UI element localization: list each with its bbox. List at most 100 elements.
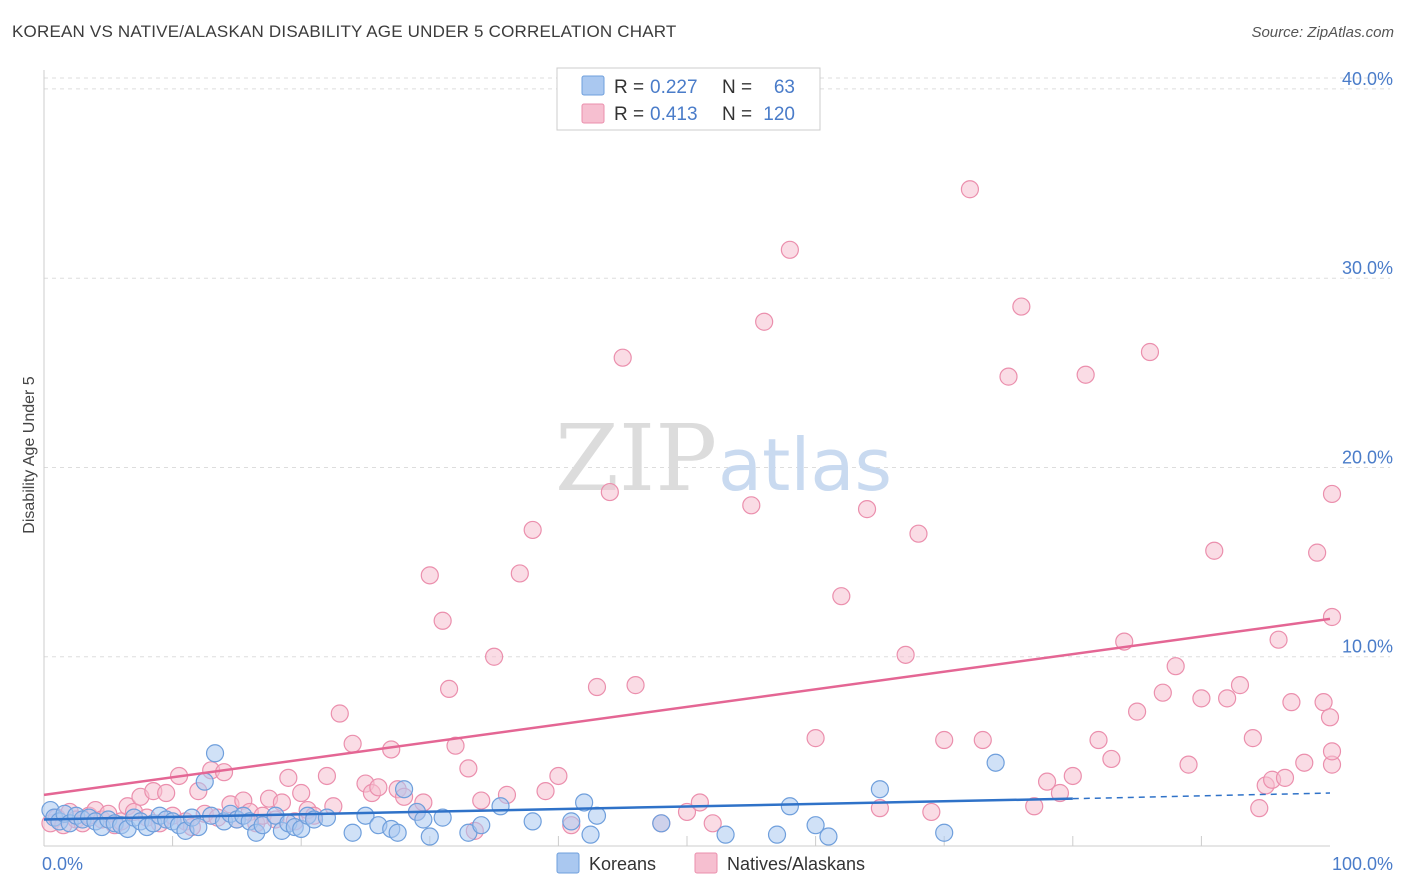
native-point [1205,541,1224,560]
bottom-legend-swatch-koreans [556,852,580,874]
native-point [780,240,799,259]
native-point [1089,730,1108,750]
native-point [510,564,529,583]
legend-swatch-natives [581,103,605,124]
native-point [1140,342,1160,362]
korean-point [935,823,954,842]
native-point [1192,689,1211,708]
korean-point [472,816,491,835]
y-axis-label: Disability Age Under 5 [21,376,38,534]
korean-point [806,816,825,835]
korean-point [716,825,735,844]
korean-point [575,793,594,812]
legend-r-label-natives: R = [614,104,644,125]
legend: R = 0.227 N = 63 R = 0.413 N = 120 [556,67,821,131]
x-tick-labels: 0.0% 100.0% [42,854,1393,874]
korean-point [317,808,337,827]
native-point [587,677,607,697]
native-point [1218,689,1237,708]
native-point [1320,708,1340,727]
y-tick-label: 30.0% [1342,258,1393,278]
native-point [1153,683,1172,702]
chart-title: KOREAN VS NATIVE/ALASKAN DISABILITY AGE … [12,22,677,41]
korean-point [195,772,214,791]
korean-point [253,816,272,835]
native-point [330,704,349,723]
native-point [1282,693,1301,712]
korean-point [819,827,838,846]
bottom-legend-label-koreans: Koreans [589,854,656,874]
native-point [1012,297,1031,316]
legend-r-value-koreans: 0.227 [650,77,698,98]
native-point [446,736,465,755]
korean-point [587,806,607,825]
natives-trend-line [43,617,1331,797]
native-point [382,740,401,759]
legend-n-label-natives: N = [722,104,752,125]
native-point [1269,630,1288,649]
y-tick-labels: 10.0% 20.0% 30.0% 40.0% [1342,69,1393,657]
native-point [523,520,542,540]
native-point [613,348,632,367]
x-tick-label-min: 0.0% [42,854,83,874]
native-point [279,768,298,787]
y-tick-label: 10.0% [1342,637,1393,657]
bottom-legend: Koreans Natives/Alaskans [556,852,865,874]
native-point [1179,755,1198,774]
native-point [1102,749,1121,769]
korean-point [388,823,407,842]
legend-swatch-koreans [581,75,605,96]
native-point [1322,742,1342,761]
korean-point [767,825,787,844]
korean-point [986,753,1005,772]
korean-point [652,814,671,833]
native-point [439,679,459,699]
native-point [1050,783,1070,803]
native-point [1308,543,1327,562]
native-point [433,611,452,630]
native-point [292,783,311,803]
koreans-trend-extension [1072,792,1331,800]
korean-point [562,812,581,831]
native-point [832,587,851,606]
korean-point [523,812,542,831]
native-point [1230,676,1250,695]
korean-point [343,823,362,842]
native-point [1063,766,1082,786]
koreans-points [41,744,1005,846]
native-point [1166,657,1185,676]
native-point [960,180,980,199]
bottom-legend-swatch-natives [694,852,718,874]
native-point [909,524,928,543]
korean-point [433,808,452,827]
native-point [922,802,941,822]
legend-r-label-koreans: R = [614,77,644,98]
korean-point [394,780,414,799]
y-tick-label: 20.0% [1342,447,1393,467]
native-point [317,766,337,786]
native-point [1295,753,1314,772]
native-point [369,778,388,797]
korean-point [205,744,225,763]
korean-point [414,810,433,829]
native-point [973,730,992,750]
native-point [343,734,362,753]
watermark-zip: ZIP [555,405,717,512]
koreans-trend-line [43,797,1073,821]
korean-point [189,817,208,837]
native-point [703,814,722,833]
native-point [806,729,825,748]
native-point [742,496,761,515]
legend-n-label-koreans: N = [722,77,752,98]
native-point [1127,702,1147,721]
watermark-atlas: atlas [718,423,892,507]
korean-point [780,797,799,816]
source-credit: Source: ZipAtlas.com [1251,24,1394,41]
korean-point [870,780,890,799]
y-tick-label: 40.0% [1342,69,1393,89]
korean-point [420,827,439,846]
korean-point [356,806,375,825]
legend-n-value-natives: 120 [763,104,795,125]
x-tick-label-max: 100.0% [1332,854,1393,874]
